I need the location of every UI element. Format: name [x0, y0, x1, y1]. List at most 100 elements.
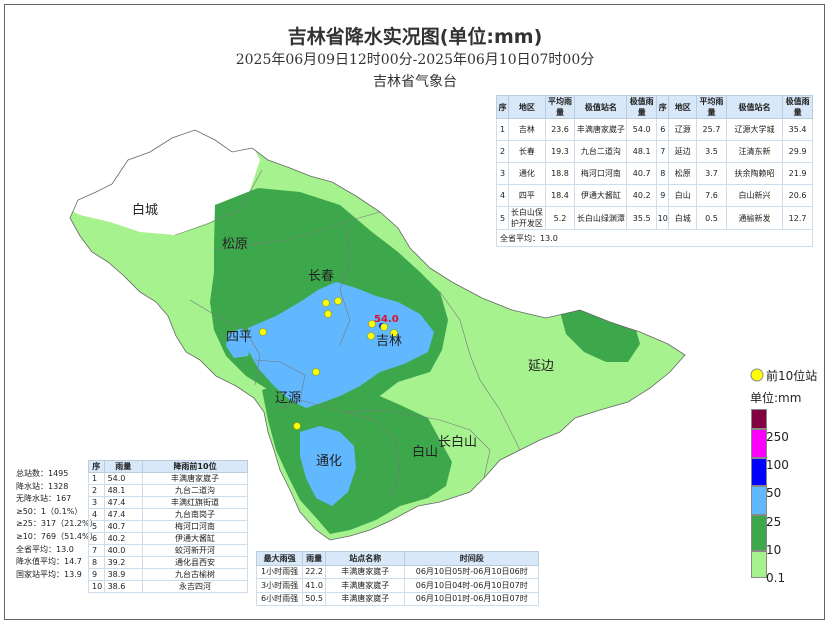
- top10-station-markers: [259, 297, 398, 430]
- legend-swatch: [751, 486, 767, 515]
- region-cell: 通化: [508, 162, 546, 185]
- region-cell: 扶余陶赖昭: [725, 162, 784, 185]
- top10-cell: 九台二道沟: [142, 484, 248, 497]
- region-cell: 10: [656, 206, 670, 230]
- intensity-row: 3小时雨强 41.0 丰满唐家崴子 06月10日04时-06月10日07时: [255, 578, 539, 593]
- intensity-header-cell: 站点名称: [325, 551, 406, 566]
- top10-cell: 10: [88, 580, 105, 593]
- region-cell: 35.4: [782, 118, 813, 141]
- stat-line: ≥50：1（0.1%）: [16, 506, 83, 516]
- top10-row: 10 38.6 永吉四河: [88, 580, 248, 593]
- region-table-header: 序地区 平均雨量 极值站名 极值雨量序地区 平均雨量 极值站名 极值雨量: [495, 95, 813, 119]
- region-cell: 29.9: [782, 140, 813, 163]
- label-liaoyuan: 辽源: [275, 391, 301, 406]
- region-header-cell: 极值雨量: [782, 95, 813, 119]
- legend-level-label: 250: [766, 430, 789, 444]
- stat-line: 无降水站：167: [16, 494, 72, 504]
- legend-level-label: 10: [766, 543, 782, 557]
- region-cell: 0.5: [696, 206, 727, 230]
- region-cell: 20.6: [782, 184, 813, 207]
- station-marker: [312, 368, 320, 376]
- boundary-tonghua-baishan: [344, 411, 401, 501]
- time-period: 2025年06月09日12时00分-2025年06月10日07时00分: [235, 52, 595, 68]
- top10-row: 8 39.2 通化县西安: [88, 556, 248, 569]
- legend-unit-label: 单位:mm: [750, 391, 802, 405]
- top10-cell: 5: [88, 520, 105, 533]
- top10-row: 2 48.1 九台二道沟: [88, 484, 248, 497]
- region-cell: 18.8: [544, 162, 576, 185]
- intensity-cell: 06月10日04时-06月10日07时: [404, 578, 539, 593]
- region-row: 4 四平 18.4 伊通大酱缸 40.2 9 白山 7.6 白山新兴 20.6: [495, 184, 813, 207]
- region-cell: 2: [495, 140, 510, 163]
- region-cell: 12.7: [782, 206, 813, 230]
- region-header-cell: 极值站名: [574, 95, 628, 119]
- boundary-liaoyuan: [254, 359, 306, 411]
- region-cell: 9: [656, 184, 670, 207]
- region-cell: 54.0: [626, 118, 658, 141]
- legend-swatch: [751, 551, 767, 578]
- region-cell: 辽源: [668, 118, 698, 141]
- stat-line: 国家站平均：13.9: [16, 569, 82, 579]
- max-value-label: 54.0: [374, 314, 399, 325]
- intensity-cell: 06月10日01时-06月10日07时: [404, 591, 539, 606]
- station-marker: [293, 422, 301, 430]
- map-title: 吉林省降水实况图(单位:mm): [287, 26, 543, 48]
- rain-band-10-south: [262, 380, 452, 534]
- stat-line: 总站数：1495: [16, 469, 69, 478]
- label-baicheng: 白城: [132, 202, 158, 218]
- intensity-cell: 06月10日05时-06月10日06时: [404, 564, 539, 579]
- legend-top10-label: 前10位站: [766, 369, 818, 383]
- legend-swatch: [751, 429, 767, 458]
- intensity-row: 1小时雨强 22.2 丰满唐家崴子 06月10日05时-06月10日06时: [255, 564, 539, 579]
- region-cell: 延边: [668, 140, 698, 163]
- top10-cell: 47.4: [103, 508, 144, 521]
- stat-line: 降水站：1328: [16, 481, 69, 491]
- region-cell: 四平: [508, 184, 546, 207]
- station-marker: [322, 299, 330, 307]
- region-cell: 7: [656, 140, 670, 163]
- region-cell: 25.7: [696, 118, 727, 141]
- region-cell: 松原: [668, 162, 698, 185]
- region-row: 2 长春 19.3 九台二道沟 48.1 7 延边 3.5 汪清东新 29.9: [495, 140, 813, 163]
- top10-cell: 永吉四河: [142, 580, 248, 593]
- station-marker: [380, 323, 388, 331]
- intensity-table-header: 最大雨强 雨量 站点名称 时间段: [255, 551, 539, 566]
- region-cell: 梅河口河南: [574, 162, 628, 185]
- intensity-header-cell: 雨量: [302, 551, 327, 566]
- top10-cell: 48.1: [103, 484, 144, 497]
- top10-cell: 丰满红旗街道: [142, 496, 248, 509]
- top10-cell: 通化县西安: [142, 556, 248, 569]
- region-header-cell: 平均雨量: [696, 95, 727, 119]
- province-average: 全省平均：13.0: [496, 229, 813, 247]
- station-marker: [368, 320, 376, 328]
- top10-cell: 47.4: [103, 496, 144, 509]
- boundary-jilin-yanbian: [439, 291, 521, 451]
- top10-row: 4 47.4 九台南岗子: [88, 508, 248, 521]
- city-boundaries: [174, 169, 521, 501]
- top10-station-icon: [750, 368, 764, 382]
- boundary-baishan-changbaishan: [439, 419, 491, 479]
- rain-band-25-spot: [226, 328, 252, 358]
- region-header-cell: 极值雨量: [626, 95, 658, 119]
- region-header-cell: 序: [495, 95, 510, 119]
- top10-cell: 九台南岗子: [142, 508, 248, 521]
- region-cell: 九台二道沟: [574, 140, 628, 163]
- top10-cell: 9: [88, 568, 105, 581]
- region-cell: 8: [656, 162, 670, 185]
- intensity-header-cell: 最大雨强: [255, 551, 304, 566]
- max-intensity-table: 最大雨强 雨量 站点名称 时间段 1小时雨强 22.2 丰满唐家崴子 06月10日05时-0…: [255, 551, 539, 606]
- region-labels: 白城 松原 长春 吉林 四平 辽源 延边 长白山 白山 通化: [132, 202, 554, 469]
- issuing-agency: 吉林省气象台: [373, 74, 457, 90]
- region-cell: 23.6: [544, 118, 576, 141]
- boundary-siping: [189, 299, 261, 386]
- top10-cell: 2: [88, 484, 105, 497]
- top10-cell: 梅河口河南: [142, 520, 248, 533]
- region-cell: 7.6: [696, 184, 727, 207]
- region-cell: 6: [656, 118, 670, 141]
- region-cell: 48.1: [626, 140, 658, 163]
- region-cell: 长白山绿渊潭: [574, 206, 628, 230]
- region-cell: 3: [495, 162, 510, 185]
- legend-level-label: 25: [766, 515, 782, 529]
- region-header-cell: 序: [656, 95, 670, 119]
- top10-cell: 40.7: [103, 520, 144, 533]
